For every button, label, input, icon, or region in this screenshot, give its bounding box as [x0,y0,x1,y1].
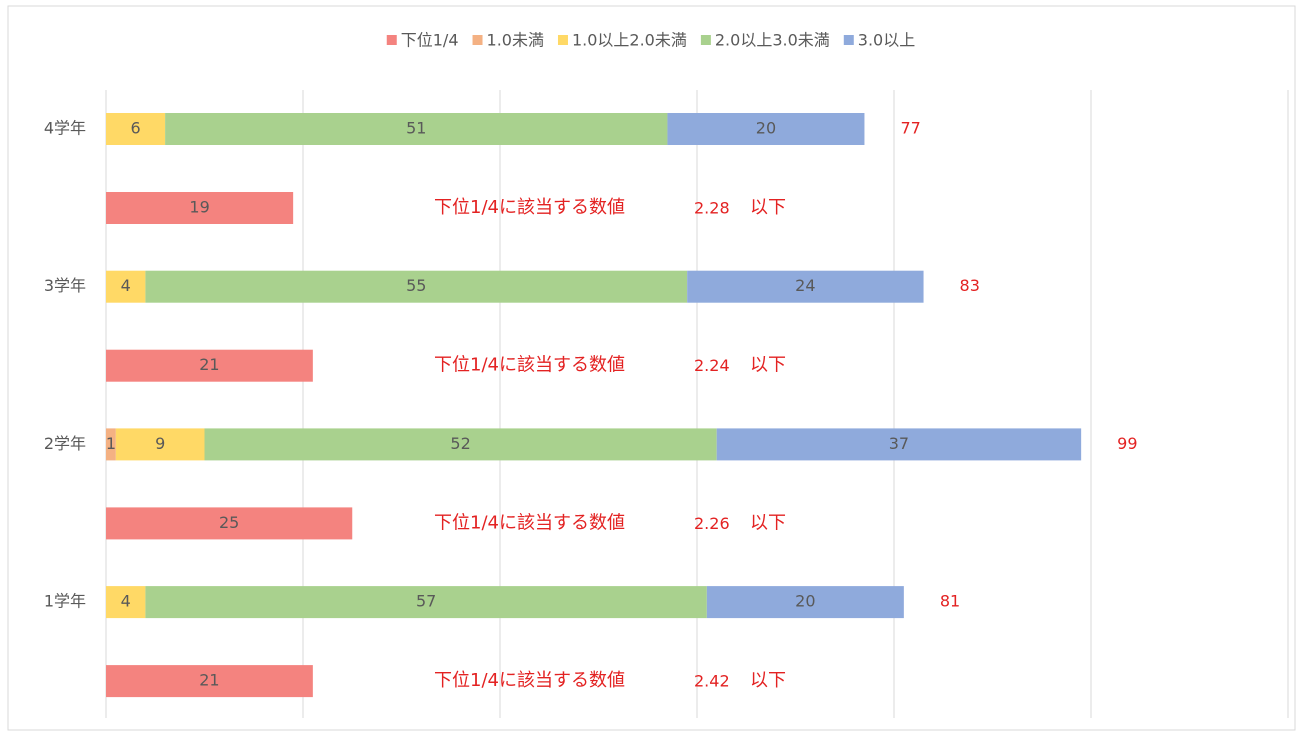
category-label: 3学年 [44,276,86,295]
annotation-text: 下位1/4に該当する数値 [434,670,625,691]
category-label: 2学年 [44,434,86,453]
total-label: 77 [900,119,920,138]
bar [106,192,294,224]
annotation-suffix: 以下 [750,355,786,376]
data-label: 21 [199,355,219,374]
legend-swatch [843,35,854,45]
data-label: 24 [795,276,815,295]
annotation-value: 2.24 [694,356,730,375]
total-label: 99 [1117,434,1137,453]
data-label: 21 [199,671,219,690]
annotation-value: 2.28 [694,199,730,218]
data-label: 19 [189,198,209,217]
annotation-text: 下位1/4に該当する数値 [434,197,625,218]
annotation-value: 2.26 [694,514,730,533]
legend-label: 2.0以上3.0未満 [715,31,830,50]
data-label: 20 [756,119,776,138]
data-label: 4 [121,276,131,295]
bar-segment [106,586,146,619]
data-label: 51 [406,119,426,138]
annotation-suffix: 以下 [750,670,786,691]
annotation-suffix: 以下 [750,512,786,533]
total-label: 83 [960,276,980,295]
data-label: 6 [130,119,140,138]
bar-segment [716,428,1082,461]
data-label: 9 [155,434,165,453]
bar-segment [204,428,717,461]
data-label: 4 [121,592,131,611]
bar [106,507,353,540]
bar-segment [106,428,116,461]
legend-label: 1.0以上2.0未満 [572,31,687,50]
bar-segment [115,428,205,461]
bar [106,349,313,382]
bar-segment [706,586,904,619]
category-label: 4学年 [44,119,86,138]
annotation-value: 2.42 [694,672,730,691]
legend-swatch [557,35,568,45]
bar-segment [667,113,865,145]
annotation-text: 下位1/4に該当する数値 [434,512,625,533]
bar-segment [165,113,668,145]
total-label: 81 [940,592,960,611]
bar-segment [106,270,146,303]
category-label: 1学年 [44,592,86,611]
legend-swatch [700,35,711,45]
data-label: 37 [889,434,909,453]
data-label: 1 [106,434,116,453]
annotation-text: 下位1/4に該当する数値 [434,355,625,376]
bar-segment [106,113,166,145]
legend-swatch [472,35,483,45]
legend-label: 1.0未満 [487,31,544,50]
data-label: 55 [406,276,426,295]
bar [106,665,313,698]
legend-swatch [386,35,397,45]
bar-segment [145,270,688,303]
data-label: 25 [219,513,239,532]
bar-segment [145,586,707,619]
bar-segment [687,270,924,303]
data-label: 52 [450,434,470,453]
annotation-suffix: 以下 [750,197,786,218]
data-label: 57 [416,592,436,611]
legend-label: 3.0以上 [858,31,915,50]
data-label: 20 [795,592,815,611]
legend-label: 下位1/4 [401,31,459,50]
